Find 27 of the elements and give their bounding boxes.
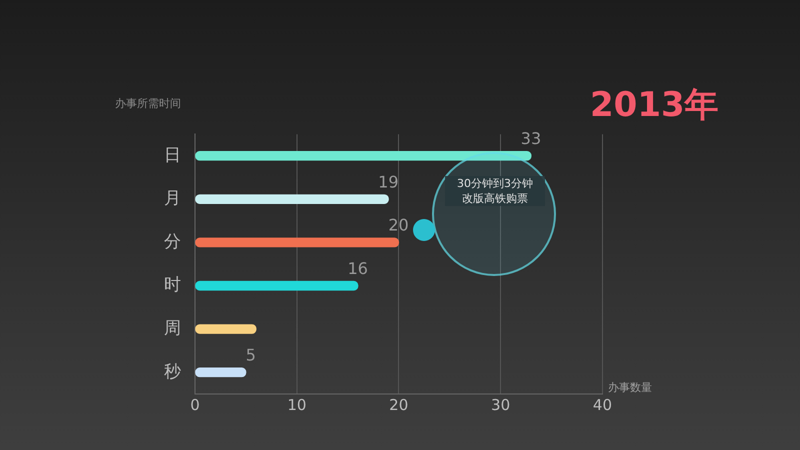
data-label: 33 bbox=[520, 129, 542, 148]
bar bbox=[195, 324, 256, 334]
data-label: 16 bbox=[348, 258, 368, 278]
y-tick-label: 日 bbox=[164, 145, 181, 166]
y-tick-label: 秒 bbox=[164, 362, 181, 382]
y-tick-label: 周 bbox=[164, 318, 181, 338]
y-tick-label: 时 bbox=[164, 275, 181, 296]
x-tick-label: 20 bbox=[389, 396, 408, 414]
x-tick-label: 0 bbox=[190, 396, 200, 414]
data-label: 5 bbox=[246, 346, 256, 365]
annotation: 改版高铁购票 bbox=[461, 191, 529, 206]
x-tick-label: 40 bbox=[592, 396, 612, 414]
bar bbox=[195, 238, 400, 248]
x-axis-title: 办事数量 bbox=[608, 380, 652, 395]
y-axis-title: 办事所需时间 bbox=[115, 96, 181, 111]
bar bbox=[195, 280, 358, 291]
bar bbox=[195, 194, 389, 204]
bar bbox=[195, 151, 532, 161]
x-tick-label: 30 bbox=[491, 396, 510, 414]
data-label: 20 bbox=[388, 216, 409, 235]
annotation: 30分钟到3分钟 bbox=[456, 176, 534, 191]
data-label: 19 bbox=[378, 172, 399, 192]
y-tick-label: 分 bbox=[164, 232, 181, 252]
chart-title: 2013年 bbox=[590, 84, 719, 127]
bar bbox=[195, 368, 246, 378]
y-tick-label: 月 bbox=[164, 188, 181, 209]
x-tick-label: 10 bbox=[287, 396, 306, 414]
